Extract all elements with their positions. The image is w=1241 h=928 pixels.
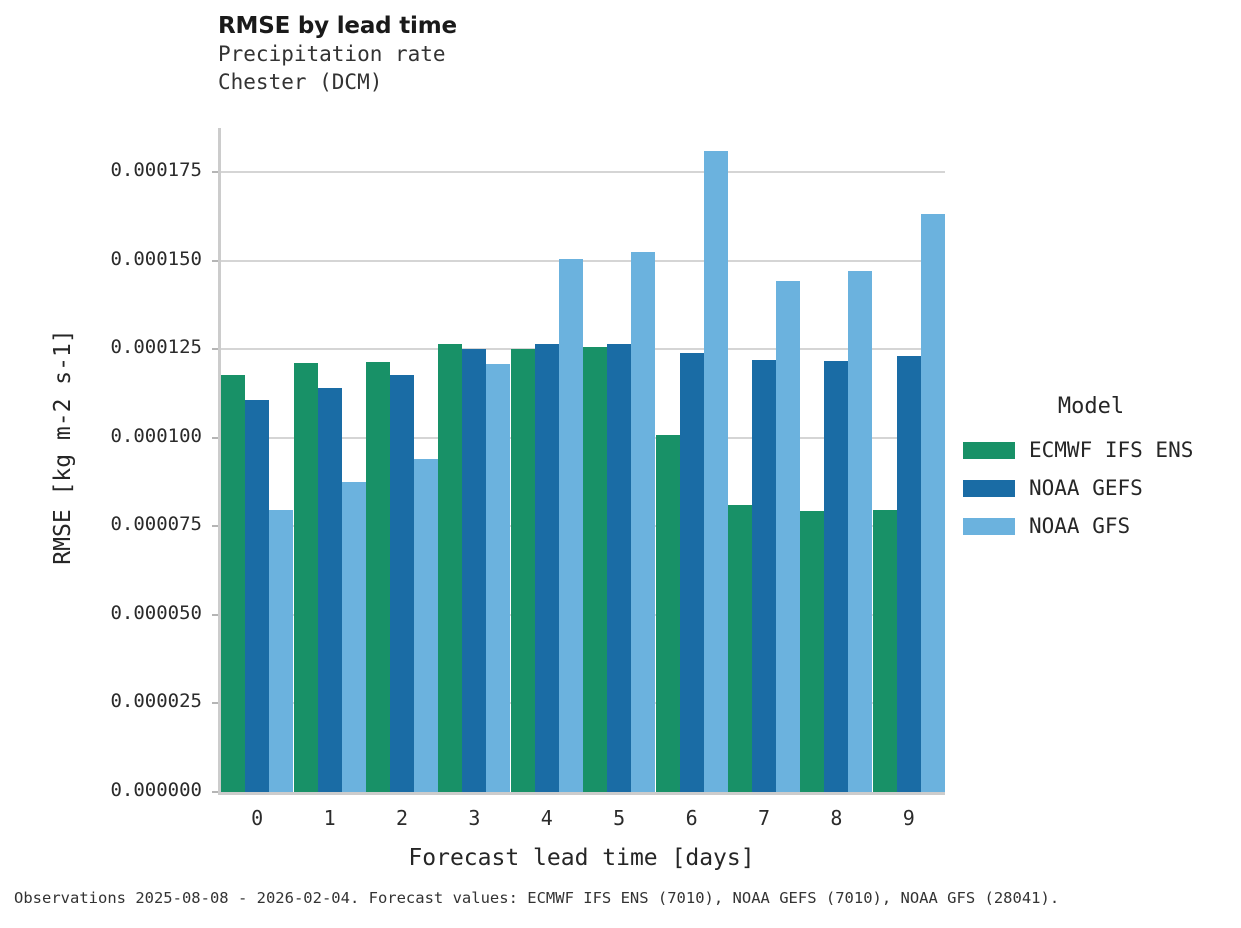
bar-group — [727, 128, 800, 792]
bar-group — [510, 128, 583, 792]
x-tick-label: 7 — [757, 806, 771, 830]
bar[interactable] — [607, 344, 632, 792]
bar-group — [365, 128, 438, 792]
legend-item-label: NOAA GEFS — [1029, 476, 1143, 500]
bar[interactable] — [510, 348, 535, 792]
bar[interactable] — [462, 349, 487, 792]
y-axis-line — [218, 128, 221, 795]
bar[interactable] — [317, 388, 342, 792]
legend-rows: ECMWF IFS ENS NOAA GEFS NOAA GFS — [963, 431, 1233, 545]
bar[interactable] — [245, 399, 270, 792]
plot-area — [212, 128, 945, 795]
bar[interactable] — [293, 363, 318, 792]
x-tick-label: 6 — [685, 806, 698, 830]
bar[interactable] — [848, 271, 873, 792]
gridline — [221, 436, 945, 439]
y-tick-mark — [212, 348, 218, 351]
y-tick-label: 0.000000 — [110, 779, 202, 801]
x-tick-label: 3 — [468, 806, 481, 830]
gridline — [221, 613, 945, 616]
gridline — [221, 525, 945, 528]
bar[interactable] — [365, 362, 390, 792]
x-tick-label: 9 — [902, 806, 915, 830]
bar-group — [221, 128, 294, 792]
bar[interactable] — [920, 213, 945, 792]
y-tick-mark — [212, 525, 218, 528]
y-tick-mark — [212, 259, 218, 262]
bar[interactable] — [269, 510, 294, 792]
bar[interactable] — [534, 344, 559, 792]
legend-item-ecmwf-ifs-ens[interactable]: ECMWF IFS ENS — [963, 431, 1233, 469]
x-tick-label: 8 — [830, 806, 843, 830]
bar[interactable] — [631, 252, 656, 792]
bar[interactable] — [679, 352, 704, 792]
bar[interactable] — [221, 375, 246, 792]
bar[interactable] — [655, 435, 680, 792]
legend: Model ECMWF IFS ENS NOAA GEFS NOAA GFS — [963, 394, 1233, 545]
bar[interactable] — [872, 510, 897, 792]
bar[interactable] — [775, 280, 800, 792]
legend-item-noaa-gfs[interactable]: NOAA GFS — [963, 507, 1233, 545]
bar[interactable] — [558, 258, 583, 792]
legend-item-label: NOAA GFS — [1029, 514, 1131, 538]
chart-caption: Observations 2025-08-08 - 2026-02-04. Fo… — [14, 889, 1060, 907]
y-axis-tick-labels: 0.000000 0.000025 0.000050 0.000075 0.000100… — [0, 128, 202, 801]
y-tick-mark — [212, 613, 218, 616]
bar[interactable] — [824, 361, 849, 792]
y-axis-title: RMSE [kg m-2 s-1] — [50, 329, 76, 565]
y-tick-mark — [212, 436, 218, 439]
x-axis-line — [218, 792, 945, 795]
bar[interactable] — [413, 459, 438, 792]
y-tick-label: 0.000125 — [110, 336, 202, 359]
page-title: RMSE by lead time — [218, 13, 457, 39]
bar[interactable] — [583, 347, 608, 792]
bar[interactable] — [751, 359, 776, 792]
bar[interactable] — [341, 482, 366, 792]
legend-swatch-icon — [963, 441, 1015, 459]
bars-layer — [221, 128, 945, 792]
bar-group — [293, 128, 366, 792]
y-tick-label: 0.000075 — [110, 513, 202, 536]
bar-group — [872, 128, 945, 792]
legend-swatch-icon — [963, 517, 1015, 535]
y-tick-label: 0.000175 — [110, 159, 202, 182]
bar-group — [438, 128, 511, 792]
gridline — [221, 702, 945, 705]
bar[interactable] — [727, 505, 752, 792]
x-tick-label: 4 — [540, 806, 553, 830]
x-tick-label: 1 — [323, 806, 336, 830]
x-axis-tick-labels: 0 1 2 3 4 5 6 7 8 9 — [221, 806, 945, 836]
x-tick-label: 0 — [251, 806, 264, 830]
bar-group — [800, 128, 873, 792]
chart-subtitle-variable: Precipitation rate — [218, 42, 446, 66]
chart-subtitle-location: Chester (DCM) — [218, 70, 383, 94]
x-axis-title: Forecast lead time [days] — [408, 845, 755, 871]
gridline — [221, 259, 945, 262]
title-block: RMSE by lead time Precipitation rate Che… — [218, 12, 918, 96]
y-tick-label: 0.000100 — [110, 424, 202, 447]
legend-title: Model — [1057, 394, 1125, 419]
legend-swatch-icon — [963, 479, 1015, 497]
bar[interactable] — [896, 355, 921, 792]
bar[interactable] — [486, 363, 511, 792]
bar[interactable] — [800, 511, 825, 792]
gridline — [221, 348, 945, 351]
y-tick-mark — [212, 171, 218, 174]
x-tick-label: 2 — [395, 806, 409, 830]
y-tick-mark — [212, 702, 218, 705]
y-tick-label: 0.000025 — [110, 690, 202, 713]
legend-item-noaa-gefs[interactable]: NOAA GEFS — [963, 469, 1233, 507]
bar-group — [583, 128, 656, 792]
y-tick-label: 0.000050 — [110, 601, 202, 624]
bar[interactable] — [438, 343, 463, 792]
y-tick-mark — [212, 791, 218, 793]
bar[interactable] — [389, 375, 414, 792]
bar[interactable] — [703, 151, 728, 792]
gridline — [221, 171, 945, 174]
y-tick-label: 0.000150 — [110, 247, 202, 270]
bar-group — [655, 128, 728, 792]
x-tick-label: 5 — [613, 806, 626, 830]
legend-item-label: ECMWF IFS ENS — [1029, 438, 1194, 462]
